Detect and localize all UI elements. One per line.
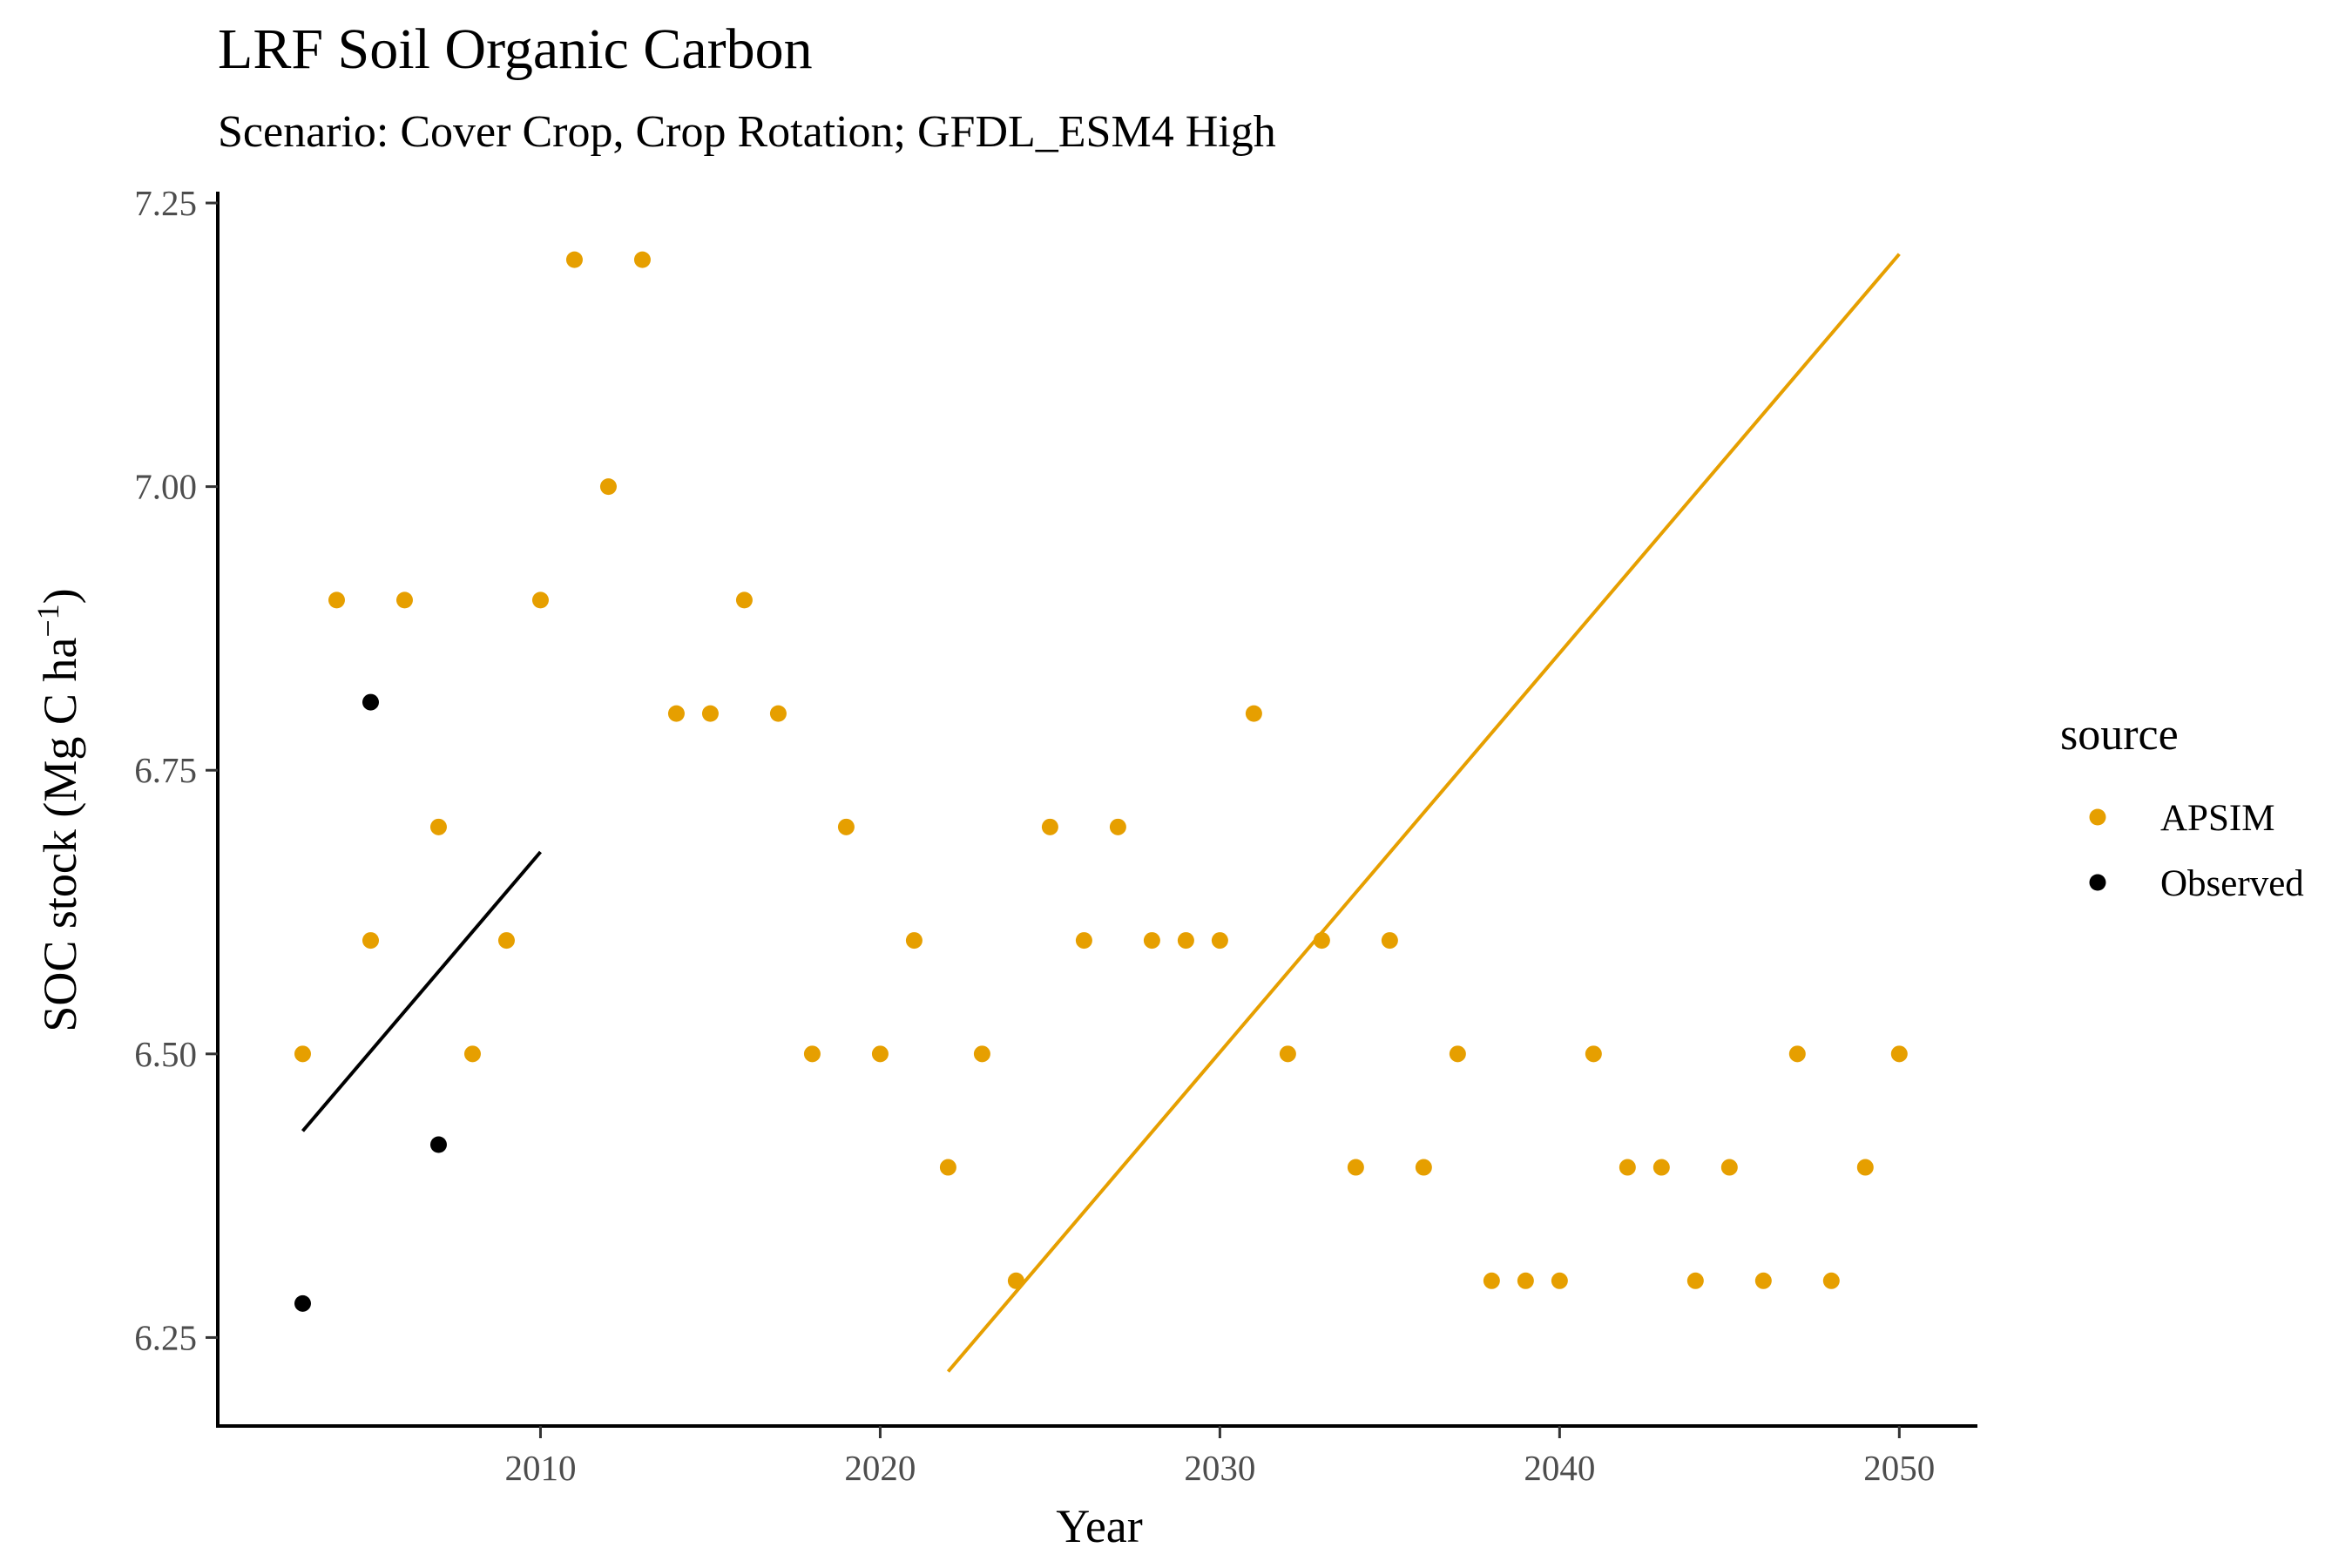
x-tick-label-2050: 2050 bbox=[1863, 1448, 1935, 1488]
point-apsim-2042 bbox=[1619, 1159, 1636, 1176]
point-apsim-2041 bbox=[1585, 1045, 1602, 1063]
point-apsim-2020 bbox=[871, 1045, 889, 1063]
point-apsim-2040 bbox=[1551, 1272, 1568, 1289]
data-points bbox=[294, 251, 1908, 1312]
point-apsim-2035 bbox=[1381, 932, 1398, 950]
point-apsim-2005 bbox=[362, 932, 379, 950]
point-apsim-2050 bbox=[1890, 1045, 1908, 1063]
trend-line-apsim bbox=[946, 253, 1901, 1373]
point-apsim-2039 bbox=[1517, 1272, 1534, 1289]
point-apsim-2008 bbox=[463, 1045, 481, 1063]
point-apsim-2007 bbox=[429, 818, 447, 835]
x-tick-label-2030: 2030 bbox=[1184, 1448, 1255, 1488]
point-apsim-2006 bbox=[395, 591, 413, 609]
point-apsim-2044 bbox=[1686, 1272, 1704, 1289]
point-apsim-2009 bbox=[497, 932, 515, 950]
x-axis-title: Year bbox=[1056, 1500, 1143, 1552]
point-apsim-2021 bbox=[905, 932, 923, 950]
x-tick-label-2020: 2020 bbox=[844, 1448, 916, 1488]
point-apsim-2029 bbox=[1177, 932, 1194, 950]
point-apsim-2038 bbox=[1483, 1272, 1500, 1289]
legend-title: source bbox=[2060, 710, 2179, 760]
chart-subtitle: Scenario: Cover Crop, Crop Rotation; GFD… bbox=[218, 107, 1276, 157]
point-apsim-2016 bbox=[735, 591, 753, 609]
axes: 2010 2020 2030 2040 2050 6.25 6.50 6.75 7.00 7.2… bbox=[134, 183, 1977, 1488]
y-tick-label-6.75: 6.75 bbox=[134, 750, 197, 790]
point-apsim-2003 bbox=[294, 1045, 311, 1063]
point-apsim-2013 bbox=[633, 251, 651, 268]
point-apsim-2046 bbox=[1754, 1272, 1772, 1289]
point-apsim-2033 bbox=[1313, 932, 1330, 950]
point-apsim-2011 bbox=[565, 251, 583, 268]
point-apsim-2019 bbox=[837, 818, 855, 835]
trend-lines bbox=[301, 253, 1901, 1373]
x-tick-label-2010: 2010 bbox=[504, 1448, 576, 1488]
point-observed-2003 bbox=[294, 1294, 311, 1312]
x-tick-label-2040: 2040 bbox=[1524, 1448, 1595, 1488]
point-apsim-2023 bbox=[973, 1045, 990, 1063]
point-apsim-2024 bbox=[1007, 1272, 1024, 1289]
point-apsim-2028 bbox=[1143, 932, 1160, 950]
y-tick-label-7.00: 7.00 bbox=[134, 467, 197, 507]
legend-key-observed bbox=[2089, 874, 2106, 891]
legend-key-apsim bbox=[2089, 808, 2106, 826]
point-apsim-2045 bbox=[1720, 1159, 1738, 1176]
point-observed-2007 bbox=[429, 1136, 447, 1153]
point-apsim-2027 bbox=[1109, 818, 1126, 835]
point-apsim-2012 bbox=[599, 478, 617, 496]
point-apsim-2018 bbox=[803, 1045, 821, 1063]
chart-title: LRF Soil Organic Carbon bbox=[218, 17, 813, 81]
point-apsim-2048 bbox=[1822, 1272, 1840, 1289]
point-apsim-2032 bbox=[1279, 1045, 1296, 1063]
point-apsim-2025 bbox=[1041, 818, 1058, 835]
point-apsim-2034 bbox=[1347, 1159, 1364, 1176]
point-apsim-2036 bbox=[1415, 1159, 1432, 1176]
point-apsim-2047 bbox=[1788, 1045, 1806, 1063]
point-apsim-2049 bbox=[1856, 1159, 1874, 1176]
y-axis-title-main: SOC stock (Mg C ha bbox=[34, 638, 86, 1032]
point-apsim-2004 bbox=[328, 591, 345, 609]
y-ticks: 6.25 6.50 6.75 7.00 7.25 bbox=[134, 183, 218, 1357]
legend-label-apsim: APSIM bbox=[2160, 798, 2274, 839]
point-apsim-2010 bbox=[531, 591, 549, 609]
trend-line-observed bbox=[301, 850, 542, 1132]
point-apsim-2022 bbox=[939, 1159, 956, 1176]
point-apsim-2031 bbox=[1245, 705, 1262, 722]
legend: source APSIM Observed bbox=[2060, 710, 2304, 904]
y-axis-title: SOC stock (Mg C ha−1) bbox=[30, 588, 86, 1031]
point-apsim-2043 bbox=[1652, 1159, 1670, 1176]
point-apsim-2037 bbox=[1449, 1045, 1466, 1063]
y-tick-label-7.25: 7.25 bbox=[134, 183, 197, 223]
y-tick-label-6.50: 6.50 bbox=[134, 1034, 197, 1074]
y-tick-label-6.25: 6.25 bbox=[134, 1317, 197, 1357]
legend-label-observed: Observed bbox=[2160, 863, 2304, 904]
point-apsim-2026 bbox=[1075, 932, 1092, 950]
y-axis-title-close: ) bbox=[34, 588, 86, 604]
x-ticks: 2010 2020 2030 2040 2050 bbox=[504, 1426, 1935, 1488]
plot-area bbox=[294, 251, 1908, 1373]
point-apsim-2030 bbox=[1211, 932, 1228, 950]
legend-items: APSIM Observed bbox=[2089, 798, 2304, 904]
point-apsim-2017 bbox=[769, 705, 787, 722]
point-apsim-2015 bbox=[701, 705, 719, 722]
y-axis-title-superscript: −1 bbox=[30, 604, 65, 637]
point-observed-2005 bbox=[362, 693, 379, 711]
point-apsim-2014 bbox=[667, 705, 685, 722]
